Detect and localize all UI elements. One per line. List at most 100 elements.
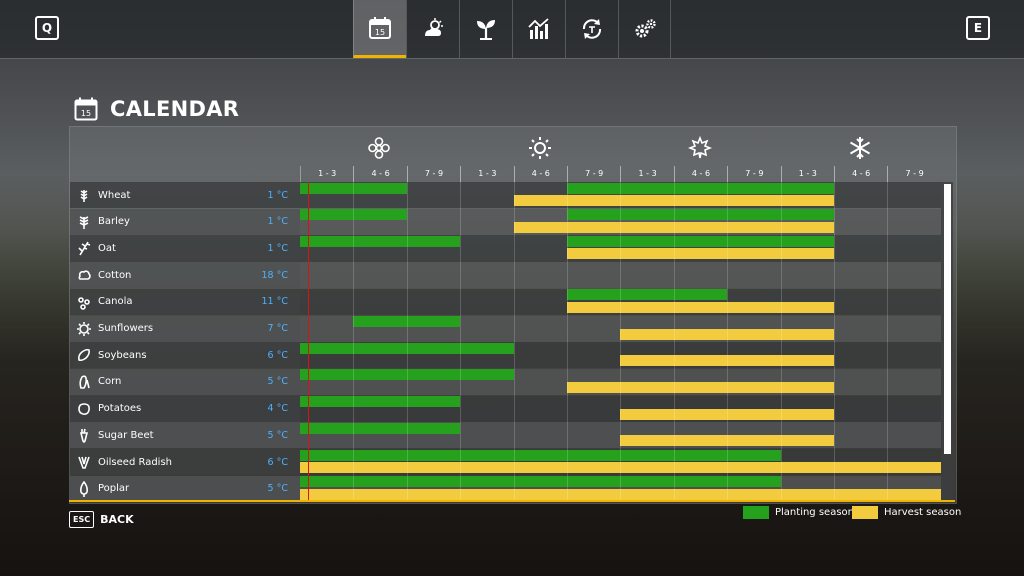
legend-harvest: Harvest season: [852, 506, 961, 519]
crop-row-cotton[interactable]: Cotton 18 °C: [70, 262, 300, 289]
crop-row-oat[interactable]: Oat 1 °C: [70, 235, 300, 262]
crop-min-temperature: 6 °C: [267, 349, 288, 361]
grid-divider: [460, 166, 462, 502]
autumn-leaf-icon: [688, 136, 712, 159]
harvest-season-bar: [513, 221, 834, 233]
harvest-season-bar: [300, 462, 941, 473]
legend-harvest-label: Harvest season: [884, 507, 962, 518]
crop-name: Barley: [98, 216, 130, 228]
current-date-marker: [308, 182, 309, 502]
tab-settings[interactable]: [618, 0, 671, 58]
canola-icon: [78, 297, 90, 310]
period-label: 7 - 9: [887, 166, 940, 182]
panel-bottom-accent: [69, 500, 955, 502]
crop-row-barley[interactable]: Barley 1 °C: [70, 208, 300, 235]
finances-cycle-icon: [582, 19, 602, 39]
back-label: BACK: [100, 513, 134, 526]
crop-row-sunflowers[interactable]: Sunflowers 7 °C: [70, 315, 300, 342]
crop-sprout-icon: [477, 20, 495, 40]
planting-season-bar: [300, 476, 781, 488]
crop-row-corn[interactable]: Corn 5 °C: [70, 368, 300, 396]
crop-min-temperature: 11 °C: [261, 296, 289, 308]
crop-min-temperature: 1 °C: [267, 242, 288, 254]
corn-icon: [79, 375, 90, 389]
crop-row-wheat[interactable]: Wheat 1 °C: [70, 182, 300, 209]
crop-name: Poplar: [98, 483, 130, 495]
scrollbar-thumb[interactable]: [944, 184, 951, 454]
svg-text:15: 15: [375, 28, 385, 37]
legend-planting: Planting season: [743, 506, 854, 519]
crop-row-sugar-beet[interactable]: Sugar Beet 5 °C: [70, 422, 300, 449]
harvest-season-bar: [513, 195, 834, 206]
next-page-key-button[interactable]: E: [966, 16, 990, 40]
period-label: 1 - 3: [300, 166, 353, 182]
cotton-icon: [78, 270, 91, 280]
planting-season-bar: [300, 396, 461, 408]
tab-prices[interactable]: [512, 0, 565, 58]
crop-row-poplar[interactable]: Poplar 5 °C: [70, 475, 300, 502]
weather-icon: [425, 18, 443, 36]
crop-min-temperature: 1 °C: [267, 189, 288, 201]
crop-name: Cotton: [98, 269, 132, 281]
back-button[interactable]: ESC BACK: [69, 511, 134, 528]
crop-name: Sugar Beet: [98, 429, 154, 441]
page-header: 15 CALENDAR: [74, 97, 239, 121]
crop-row-canola[interactable]: Canola 11 °C: [70, 288, 300, 315]
crop-name: Sunflowers: [98, 323, 154, 335]
planting-season-bar: [300, 422, 461, 434]
svg-text:15: 15: [81, 109, 91, 118]
settings-gears-icon: [635, 19, 656, 38]
grid-divider: [834, 166, 835, 502]
legend-harvest-swatch: [852, 506, 878, 519]
harvest-season-bar: [567, 381, 834, 393]
harvest-season-bar: [620, 355, 834, 367]
crop-min-temperature: 6 °C: [267, 456, 288, 468]
crop-name: Canola: [98, 296, 133, 308]
planting-season-bar: [300, 182, 407, 194]
crop-row-oilseed-radish[interactable]: Oilseed Radish 6 °C: [70, 449, 300, 476]
calendar-icon: 15: [369, 16, 391, 39]
oat-icon: [78, 242, 91, 256]
planting-season-bar: [300, 342, 514, 354]
wheat-icon: [80, 190, 88, 203]
planting-season-bar: [567, 209, 834, 221]
period-label: 7 - 9: [406, 166, 460, 182]
grid-divider: [727, 166, 729, 502]
tab-crops[interactable]: [459, 0, 512, 58]
crop-min-temperature: 18 °C: [261, 269, 289, 281]
period-label: 7 - 9: [567, 166, 620, 182]
tab-calendar[interactable]: 15: [353, 0, 406, 58]
planting-season-bar: [567, 235, 834, 247]
sugar-beet-icon: [79, 429, 89, 444]
grid-divider: [887, 166, 889, 502]
tab-weather[interactable]: [406, 0, 459, 58]
crop-season-track: [300, 262, 941, 289]
period-label: 1 - 3: [780, 166, 834, 182]
period-label: 4 - 6: [834, 166, 887, 182]
crop-min-temperature: 4 °C: [267, 403, 288, 415]
grid-divider: [620, 166, 622, 502]
crop-row-potatoes[interactable]: Potatoes 4 °C: [70, 395, 300, 422]
poplar-icon: [80, 480, 88, 497]
crop-row-soybeans[interactable]: Soybeans 6 °C: [70, 342, 300, 369]
crop-min-temperature: 5 °C: [267, 483, 288, 495]
period-label: 4 - 6: [353, 166, 406, 182]
calendar-title-icon: 15: [74, 97, 98, 121]
crop-name: Wheat: [98, 189, 131, 201]
planting-season-bar: [300, 369, 514, 381]
tab-finances[interactable]: [565, 0, 618, 58]
top-navigation-bar: Q 15: [0, 0, 1024, 59]
barley-icon: [79, 216, 89, 229]
grid-divider: [673, 166, 675, 502]
crop-name: Oilseed Radish: [98, 456, 172, 468]
planting-season-bar: [567, 182, 834, 194]
harvest-season-bar: [300, 488, 941, 500]
grid-divider: [513, 166, 515, 502]
period-label: 4 - 6: [513, 166, 567, 182]
planting-season-bar: [353, 316, 461, 327]
harvest-season-bar: [567, 301, 834, 313]
prev-page-key-button[interactable]: Q: [35, 16, 59, 40]
grid-divider: [353, 166, 355, 502]
summer-sun-icon: [529, 137, 551, 159]
crop-name: Corn: [98, 376, 122, 388]
